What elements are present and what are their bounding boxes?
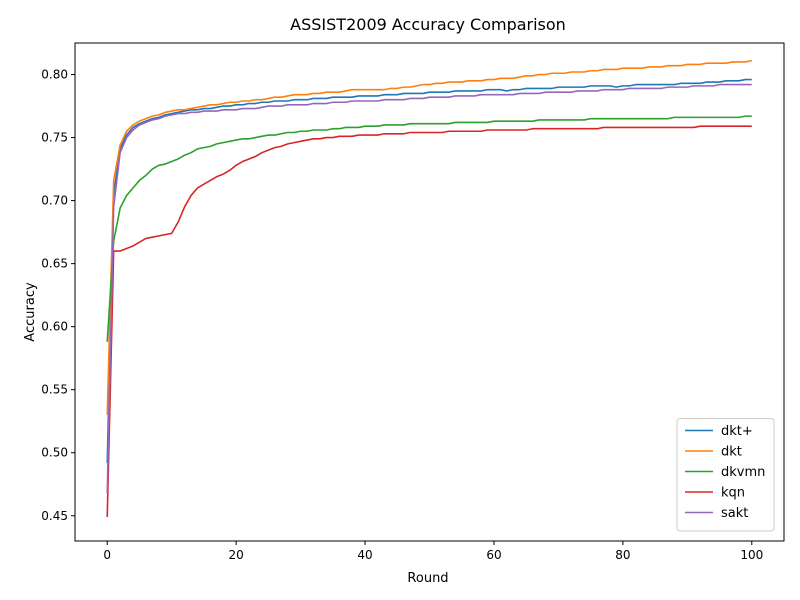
series-line-sakt (106, 83, 752, 494)
x-tick-label: 80 (615, 548, 630, 562)
y-tick-label: 0.70 (41, 194, 68, 208)
y-tick-label: 0.50 (41, 446, 68, 460)
x-axis: 0 20 40 60 80 100 (103, 541, 763, 562)
plot-area (106, 59, 752, 518)
series-line-kqn (106, 125, 752, 518)
plot-frame (74, 42, 785, 542)
series-line-dkt- (106, 78, 752, 463)
x-tick-label: 100 (740, 548, 763, 562)
legend-box (676, 418, 775, 532)
legend-label: dkt (721, 445, 742, 460)
x-tick-label: 60 (486, 548, 501, 562)
y-tick-label: 0.45 (41, 509, 68, 523)
y-tick-label: 0.65 (41, 257, 68, 271)
legend-label: kqn (721, 486, 745, 501)
y-tick-label: 0.75 (41, 131, 68, 145)
legend-label: dkt+ (721, 424, 753, 439)
x-tick-label: 40 (357, 548, 372, 562)
x-tick-label: 20 (228, 548, 243, 562)
series-line-dkt (106, 59, 752, 415)
chart-title: ASSIST2009 Accuracy Comparison (290, 15, 566, 34)
y-axis: 0.45 0.50 0.55 0.60 0.65 0.70 0.75 0.80 (41, 68, 75, 523)
series-line-dkvmn (106, 115, 752, 342)
y-tick-label: 0.55 (41, 383, 68, 397)
x-axis-label: Round (407, 571, 448, 586)
y-axis-label: Accuracy (23, 282, 38, 342)
x-tick-label: 0 (103, 548, 111, 562)
legend-label: dkvmn (721, 465, 765, 480)
y-tick-label: 0.60 (41, 320, 68, 334)
y-tick-label: 0.80 (41, 68, 68, 82)
legend-label: sakt (721, 506, 748, 521)
legend: dkt+ dkt dkvmn kqn sakt (676, 418, 775, 532)
